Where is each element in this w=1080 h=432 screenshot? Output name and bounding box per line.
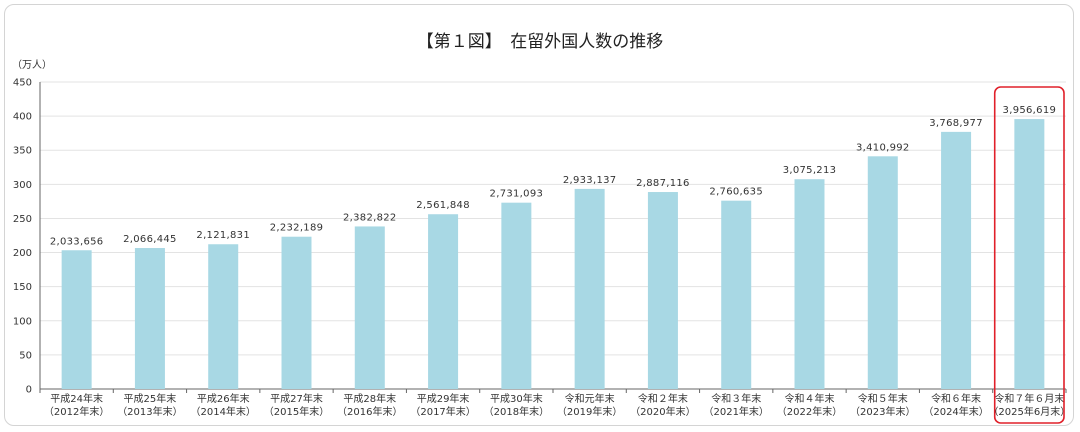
y-tick-label: 0 (26, 385, 32, 396)
x-tick-label: 平成24年末 (50, 392, 103, 405)
x-tick-label: 令和４年末 (785, 392, 835, 405)
x-tick-sublabel: （2018年末） (484, 405, 549, 418)
x-tick-sublabel: （2021年末） (703, 405, 768, 418)
y-tick-label: 300 (13, 180, 32, 191)
x-tick-sublabel: （2025年6月末） (988, 405, 1070, 418)
y-tick-label: 50 (19, 350, 32, 361)
bar (941, 131, 972, 389)
x-tick-sublabel: （2023年末） (850, 405, 915, 418)
data-label: 2,382,822 (343, 212, 397, 223)
data-label: 2,933,137 (563, 175, 617, 186)
x-tick-label: 令和６年末 (931, 392, 981, 405)
highlight-box (993, 86, 1065, 424)
data-label: 2,232,189 (270, 223, 324, 234)
bar (647, 192, 678, 389)
data-label: 2,561,848 (416, 200, 470, 211)
y-axis-unit-label: （万人） (12, 60, 52, 71)
x-tick-label: 平成29年末 (417, 392, 470, 405)
x-tick-sublabel: （2015年末） (264, 405, 329, 418)
bar (794, 179, 825, 389)
data-label: 3,410,992 (856, 142, 910, 153)
x-tick-label: 平成26年末 (197, 392, 250, 405)
y-tick-label: 250 (13, 214, 32, 225)
bar (501, 202, 532, 389)
x-tick-sublabel: （2012年末） (44, 405, 109, 418)
x-tick-sublabel: （2019年末） (557, 405, 622, 418)
x-tick-label: 令和３年末 (711, 392, 761, 405)
x-tick-sublabel: （2014年末） (190, 405, 255, 418)
y-tick-label: 350 (13, 146, 32, 157)
bar (721, 200, 752, 389)
x-tick-label: 平成25年末 (124, 392, 177, 405)
y-tick-label: 200 (13, 248, 32, 259)
x-tick-label: 平成30年末 (490, 392, 543, 405)
x-tick-sublabel: （2024年末） (923, 405, 988, 418)
x-tick-label: 令和７年６月末 (994, 392, 1064, 405)
bar (428, 214, 459, 389)
x-tick-label: 平成27年末 (270, 392, 323, 405)
y-tick-label: 450 (13, 78, 32, 89)
chart-title: 【第１図】 在留外国人数の推移 (416, 32, 664, 52)
x-tick-label: 平成28年末 (343, 392, 396, 405)
x-tick-label: 令和元年末 (565, 392, 615, 405)
x-tick-label: 令和５年末 (858, 392, 908, 405)
bar (867, 156, 898, 389)
data-label: 3,768,977 (929, 118, 983, 129)
y-tick-label: 400 (13, 112, 32, 123)
data-label: 2,760,635 (709, 187, 763, 198)
data-label: 3,075,213 (783, 165, 837, 176)
y-tick-label: 100 (13, 316, 32, 327)
bar (574, 188, 605, 389)
x-tick-sublabel: （2020年末） (630, 405, 695, 418)
bar (281, 236, 312, 389)
bar (61, 250, 92, 389)
bar (134, 248, 165, 389)
x-tick-sublabel: （2022年末） (777, 405, 842, 418)
x-tick-sublabel: （2016年末） (337, 405, 402, 418)
x-tick-sublabel: （2017年末） (410, 405, 475, 418)
y-tick-label: 150 (13, 282, 32, 293)
bar (208, 244, 239, 389)
data-label: 3,956,619 (1003, 105, 1057, 116)
bar (354, 226, 385, 389)
data-label: 2,121,831 (196, 230, 250, 241)
data-label: 2,731,093 (490, 189, 544, 200)
data-label: 2,887,116 (636, 178, 690, 189)
x-tick-sublabel: （2013年末） (117, 405, 182, 418)
data-label: 2,066,445 (123, 234, 177, 245)
data-label: 2,033,656 (50, 236, 104, 247)
bar (1014, 119, 1045, 390)
x-tick-label: 令和２年末 (638, 392, 688, 405)
